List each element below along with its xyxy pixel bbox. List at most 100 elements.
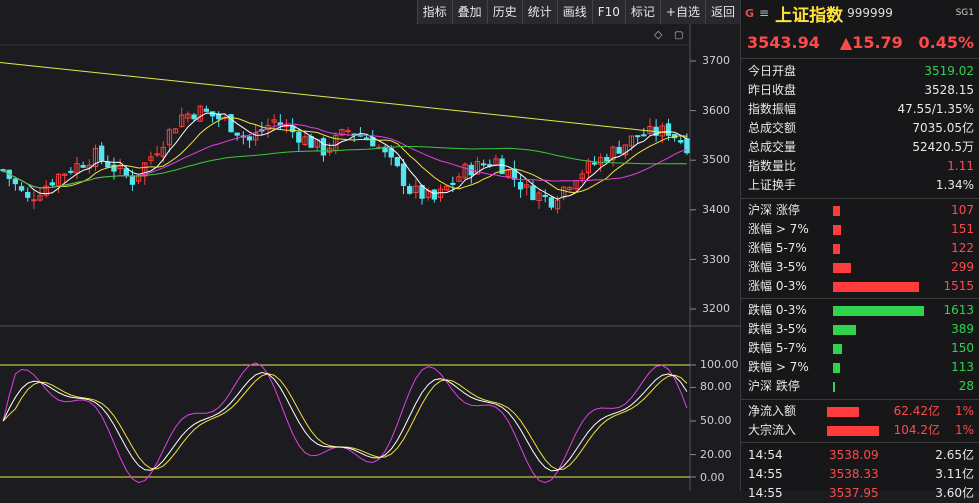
toolbar-draw-line-button[interactable]: 画线 (556, 0, 592, 24)
candle-body (296, 132, 302, 143)
candle-body (554, 199, 561, 210)
flow-label: 大宗流入 (748, 423, 797, 437)
candle-body (542, 194, 548, 197)
breadth-row: 沪深 跌停 28 (741, 377, 979, 396)
candle-body (431, 189, 437, 200)
candle-body (659, 125, 665, 137)
breadth-bar (833, 282, 919, 292)
candle-body (443, 185, 450, 191)
kline-chart-svg[interactable]: ◇ ▢ (0, 0, 740, 491)
stats-block: 今日开盘 3519.02 昨日收盘 3528.15 指数振幅 47.55/1.35% … (741, 59, 979, 195)
tick-volume: 3.11亿 (935, 467, 974, 481)
price-change: ▲15.79 (839, 32, 903, 52)
breadth-bar (833, 344, 842, 354)
ma5-line (2, 112, 688, 200)
candle-body (456, 176, 462, 182)
stat-label: 昨日收盘 (748, 83, 797, 97)
candle-body (49, 182, 56, 186)
stat-value: 1.34% (935, 178, 974, 192)
breadth-bar (833, 263, 851, 273)
breadth-bar (833, 244, 840, 254)
candle-body (394, 157, 401, 167)
toolbar-statistics-button[interactable]: 统计 (521, 0, 557, 24)
breadth-bar (833, 206, 840, 216)
breadth-row: 涨幅 0-3% 1515 (741, 277, 979, 296)
stat-row: 昨日收盘 3528.15 (741, 81, 979, 100)
g-icon[interactable]: G (745, 6, 755, 20)
candle-body (246, 136, 253, 141)
expand-icon: ▢ (674, 30, 683, 41)
kdj-axis-tick: 80.00 (700, 380, 732, 393)
trend-line (0, 61, 669, 134)
sg-badge[interactable]: SG1 (955, 8, 974, 18)
candle-body (185, 113, 191, 119)
toolbar-indicator-button[interactable]: 指标 (416, 0, 452, 24)
breadth-up-block: 沪深 涨停 107 涨幅 > 7% 151 涨幅 5-7% 122 涨幅 3-5% 29… (741, 198, 979, 296)
candle-body (598, 156, 604, 165)
candle-body (197, 105, 203, 122)
toolbar-add-watchlist-button[interactable]: +自选 (659, 0, 705, 24)
price-axis-tick: 3400 (702, 203, 730, 216)
ma10-line (2, 117, 687, 194)
breadth-value: 150 (951, 341, 974, 355)
kdj-axis-tick: 0.00 (700, 471, 725, 484)
breadth-label: 跌幅 5-7% (748, 341, 807, 355)
kdj-axis-tick: 20.00 (700, 448, 732, 461)
candle-body (191, 114, 197, 120)
breadth-value: 151 (951, 222, 974, 236)
breadth-value: 113 (951, 360, 974, 374)
toolbar-back-button[interactable]: 返回 (704, 0, 740, 24)
stat-row: 总成交量 52420.5万 (741, 138, 979, 157)
flow-row: 大宗流入 104.2亿 1% (741, 421, 979, 440)
toolbar-mark-button[interactable]: 标记 (624, 0, 660, 24)
candle-body (499, 158, 505, 175)
candle-body (370, 137, 376, 147)
candle-body (530, 185, 536, 201)
breadth-down-block: 跌幅 0-3% 1613 跌幅 3-5% 389 跌幅 5-7% 150 跌幅 > 7… (741, 298, 979, 396)
breadth-value: 1613 (943, 303, 974, 317)
breadth-label: 涨幅 3-5% (748, 260, 807, 274)
candle-body (25, 191, 31, 198)
tick-volume: 3.60亿 (935, 486, 974, 500)
candle-body (129, 175, 136, 185)
toolbar-f10-button[interactable]: F10 (591, 0, 625, 24)
candle-body (154, 153, 160, 156)
breadth-label: 涨幅 > 7% (748, 222, 809, 236)
breadth-value: 122 (951, 241, 974, 255)
candle-body (37, 195, 43, 201)
stat-row: 指数振幅 47.55/1.35% (741, 100, 979, 119)
toolbar-history-button[interactable]: 历史 (486, 0, 522, 24)
candle-body (474, 160, 481, 175)
price-change-pct: 0.45% (918, 32, 974, 52)
price-axis-tick: 3700 (702, 54, 730, 67)
ma60-line (2, 146, 687, 189)
breadth-bar (833, 382, 835, 392)
candle-body (345, 130, 351, 133)
stat-label: 指数量比 (748, 159, 797, 173)
candle-body (105, 161, 111, 168)
breadth-label: 涨幅 0-3% (748, 279, 807, 293)
index-code: 999999 (847, 6, 893, 20)
flow-amount: 62.42亿 (893, 404, 940, 418)
candle-body (480, 163, 487, 166)
toolbar-overlay-button[interactable]: 叠加 (451, 0, 487, 24)
price-axis-tick: 3200 (702, 302, 730, 315)
stat-value: 7035.05亿 (912, 121, 974, 135)
candle-body (253, 132, 259, 141)
candle-body (628, 135, 635, 147)
stat-value: 47.55/1.35% (897, 102, 974, 116)
tick-price: 3538.33 (829, 467, 879, 481)
tick-row: 14:55 3538.33 3.11亿 (741, 465, 979, 484)
kline-chart-area[interactable]: ◇ ▢ 指标 叠加 历史 统计 画线 F10 标记 +自选 返回 3700 360… (0, 0, 740, 491)
flow-bar (827, 426, 879, 436)
flow-pct: 1% (954, 404, 974, 418)
breadth-label: 跌幅 3-5% (748, 322, 807, 336)
breadth-bar (833, 225, 841, 235)
tick-time: 14:55 (748, 467, 783, 481)
candle-body (31, 199, 37, 202)
breadth-row: 涨幅 > 7% 151 (741, 220, 979, 239)
kdj-d-line (2, 373, 688, 471)
candle-body (12, 178, 19, 185)
candle-body (678, 140, 684, 143)
menu-icon[interactable]: ≡ (759, 6, 770, 20)
